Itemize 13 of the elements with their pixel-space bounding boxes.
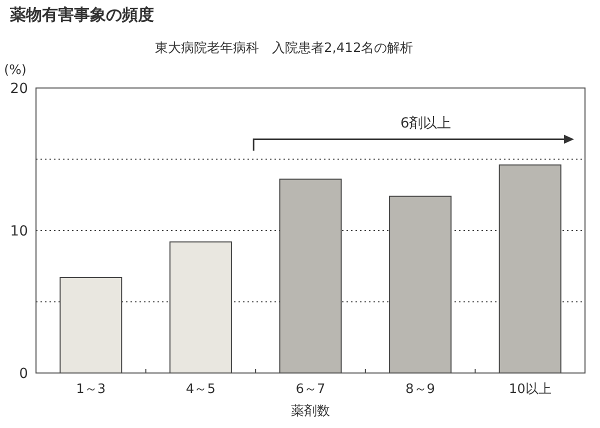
y-tick-label: 0 [19, 366, 28, 382]
chart-title: 薬物有害事象の頻度 [9, 5, 154, 24]
chart-subtitle: 東大病院老年病科 入院患者2,412名の解析 [155, 41, 414, 56]
y-tick-label: 10 [10, 224, 28, 240]
y-tick-label: 20 [10, 81, 28, 97]
x-tick-label: 1～3 [76, 382, 106, 397]
x-tick-label: 8～9 [406, 382, 436, 397]
x-tick-label: 6～7 [296, 382, 326, 397]
x-tick-label: 4～5 [186, 382, 216, 397]
y-axis-title: (%) [4, 63, 26, 78]
annotation: 6剤以上 [400, 115, 452, 132]
x-tick-label: 10以上 [508, 382, 552, 397]
x-axis-title: 薬剤数 [291, 404, 330, 419]
